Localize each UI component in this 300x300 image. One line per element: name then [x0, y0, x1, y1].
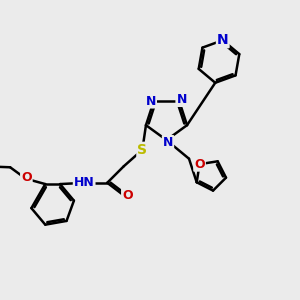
Text: O: O	[122, 189, 133, 202]
Text: N: N	[146, 94, 156, 107]
Text: O: O	[194, 158, 205, 171]
Text: N: N	[163, 136, 173, 149]
Text: HN: HN	[74, 176, 94, 189]
Text: N: N	[176, 93, 187, 106]
Text: O: O	[21, 171, 32, 184]
Text: N: N	[217, 33, 229, 47]
Text: S: S	[137, 143, 147, 157]
